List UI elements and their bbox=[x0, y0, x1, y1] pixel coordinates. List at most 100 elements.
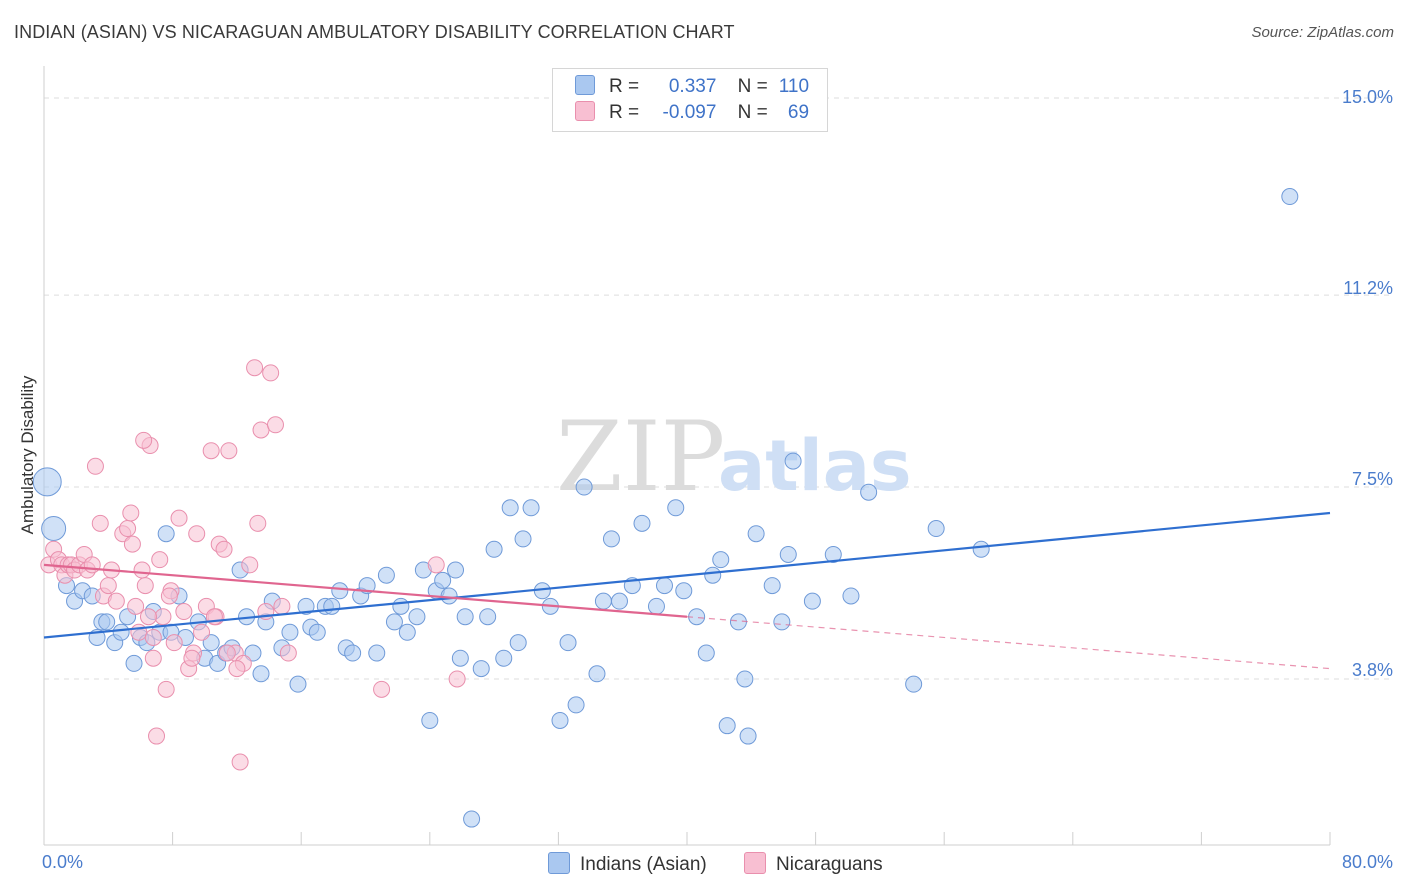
point-indians bbox=[392, 597, 410, 615]
point-indians bbox=[323, 597, 341, 615]
point-nicaraguans bbox=[220, 442, 238, 460]
point-indians bbox=[41, 516, 67, 542]
point-nicaraguans bbox=[202, 442, 220, 460]
bottom-legend-label: Nicaraguans bbox=[776, 854, 883, 875]
point-nicaraguans bbox=[266, 416, 284, 434]
y-tick-label: 3.8% bbox=[1351, 660, 1393, 680]
point-indians bbox=[712, 551, 730, 569]
point-nicaraguans bbox=[231, 753, 249, 771]
point-indians bbox=[485, 540, 503, 558]
point-nicaraguans bbox=[215, 540, 233, 558]
point-indians bbox=[398, 623, 416, 641]
point-indians bbox=[421, 711, 439, 729]
point-nicaraguans bbox=[218, 644, 236, 662]
point-indians bbox=[842, 587, 860, 605]
point-indians bbox=[479, 608, 497, 626]
point-indians bbox=[451, 649, 469, 667]
legend-n-value: 69 bbox=[787, 102, 810, 123]
point-indians bbox=[112, 623, 130, 641]
point-nicaraguans bbox=[151, 551, 169, 569]
point-indians bbox=[408, 608, 426, 626]
point-indians bbox=[297, 597, 315, 615]
point-indians bbox=[308, 623, 326, 641]
point-nicaraguans bbox=[160, 587, 178, 605]
point-indians bbox=[202, 634, 220, 652]
point-nicaraguans bbox=[144, 649, 162, 667]
watermark: ZIP atlas bbox=[556, 401, 912, 513]
point-nicaraguans bbox=[133, 561, 151, 579]
legend-r-label: R = bbox=[609, 102, 640, 123]
point-nicaraguans bbox=[262, 364, 280, 382]
point-indians bbox=[763, 577, 781, 595]
point-indians bbox=[559, 634, 577, 652]
point-nicaraguans bbox=[170, 509, 188, 527]
point-indians bbox=[514, 530, 532, 548]
point-nicaraguans bbox=[373, 680, 391, 698]
point-indians bbox=[779, 545, 797, 563]
point-indians bbox=[244, 644, 262, 662]
point-nicaraguans bbox=[148, 727, 166, 745]
point-indians bbox=[824, 545, 842, 563]
point-indians bbox=[252, 665, 270, 683]
gridlines bbox=[44, 97, 1392, 680]
point-nicaraguans bbox=[448, 670, 466, 688]
point-nicaraguans bbox=[91, 514, 109, 532]
point-nicaraguans bbox=[193, 623, 211, 641]
point-indians bbox=[927, 520, 945, 538]
point-indians bbox=[739, 727, 757, 745]
point-indians bbox=[575, 478, 593, 496]
point-indians bbox=[860, 483, 878, 501]
point-nicaraguans bbox=[135, 431, 153, 449]
point-nicaraguans bbox=[241, 556, 259, 574]
point-indians bbox=[522, 499, 540, 517]
legend-n-label: N = bbox=[737, 102, 768, 123]
legend-swatch-nicaraguans bbox=[575, 101, 595, 121]
point-indians bbox=[289, 675, 307, 693]
point-indians bbox=[655, 577, 673, 595]
point-nicaraguans bbox=[83, 556, 101, 574]
watermark-atlas: atlas bbox=[718, 425, 912, 507]
point-indians bbox=[501, 499, 519, 517]
point-nicaraguans bbox=[246, 359, 264, 377]
point-nicaraguans bbox=[127, 597, 145, 615]
point-nicaraguans bbox=[165, 634, 183, 652]
legend-row-indians: R = 0.337 N = 110 bbox=[575, 75, 809, 101]
point-indians bbox=[704, 566, 722, 584]
bottom-legend-swatch-nicaraguans bbox=[744, 852, 766, 874]
legend-n-value: 110 bbox=[778, 76, 810, 97]
point-nicaraguans bbox=[249, 514, 267, 532]
point-indians bbox=[602, 530, 620, 548]
point-indians bbox=[647, 597, 665, 615]
point-indians bbox=[784, 452, 802, 470]
y-axis-title: Ambulatory Disability bbox=[18, 375, 37, 535]
trend-lines bbox=[43, 511, 1331, 670]
stats-legend: R = 0.337 N = 110 R = -0.097 N = 69 bbox=[552, 68, 828, 132]
point-indians bbox=[588, 665, 606, 683]
legend-swatch-indians bbox=[575, 75, 595, 95]
legend-n-label: N = bbox=[737, 76, 768, 97]
point-nicaraguans bbox=[228, 660, 246, 678]
point-nicaraguans bbox=[136, 577, 154, 595]
x-tick-label-max: 80.0% bbox=[1341, 852, 1393, 872]
legend-r-value: 0.337 bbox=[668, 76, 717, 97]
watermark-zip: ZIP bbox=[556, 401, 725, 513]
point-indians bbox=[377, 566, 395, 584]
trend-line-nicaraguans-extension bbox=[686, 616, 1331, 670]
point-indians bbox=[447, 561, 465, 579]
point-indians bbox=[633, 514, 651, 532]
axes bbox=[43, 66, 1331, 846]
point-nicaraguans bbox=[157, 680, 175, 698]
point-indians bbox=[905, 675, 923, 693]
point-indians bbox=[472, 660, 490, 678]
legend-r-value: -0.097 bbox=[662, 102, 717, 123]
point-indians bbox=[434, 571, 452, 589]
point-nicaraguans bbox=[119, 520, 137, 538]
point-indians bbox=[98, 613, 116, 631]
legend-r-label: R = bbox=[609, 76, 640, 97]
point-indians bbox=[368, 644, 386, 662]
point-indians bbox=[32, 467, 62, 497]
point-nicaraguans bbox=[122, 504, 140, 522]
point-nicaraguans bbox=[273, 597, 291, 615]
point-nicaraguans bbox=[154, 608, 172, 626]
